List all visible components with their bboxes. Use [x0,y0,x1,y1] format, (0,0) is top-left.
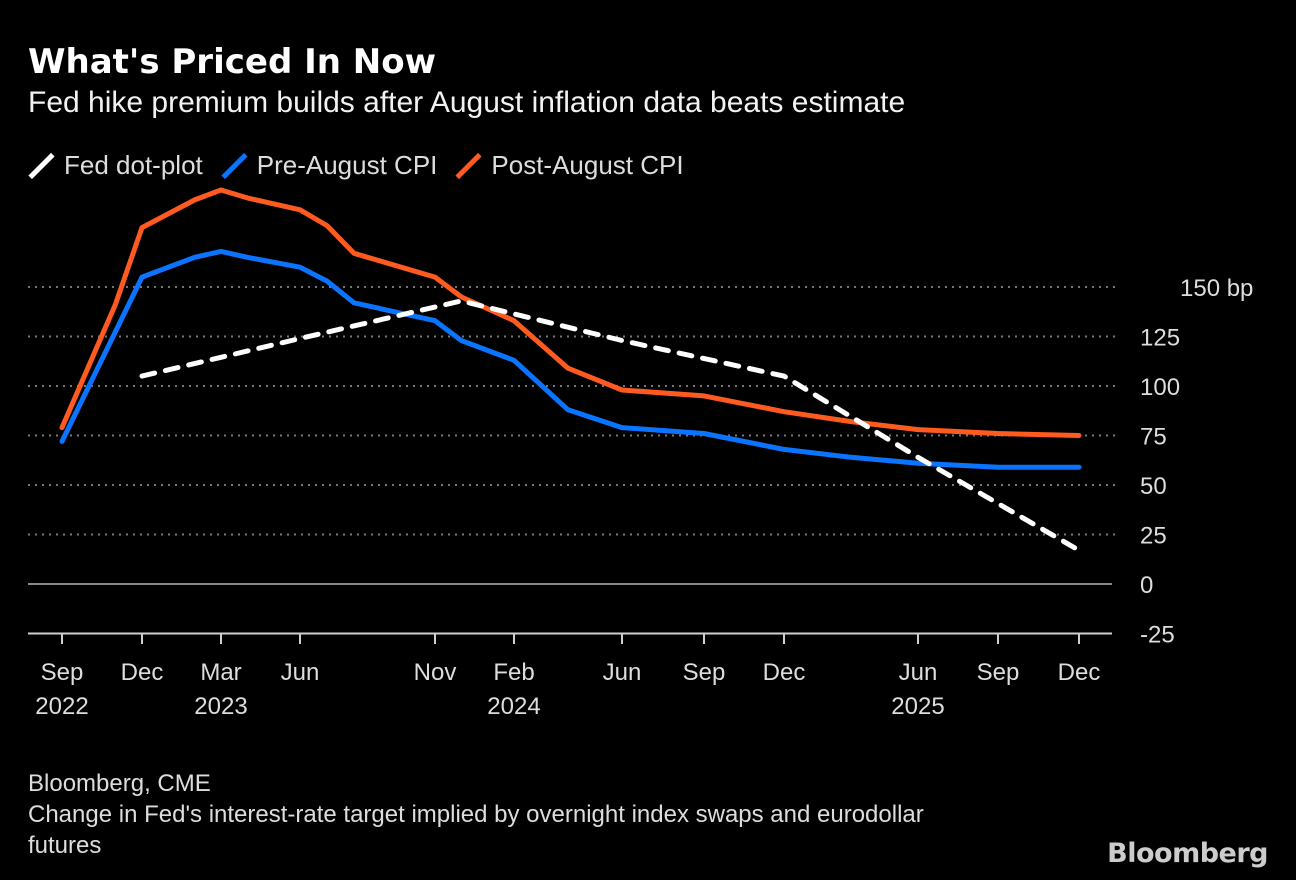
x-tick-label: Nov [414,659,457,686]
legend-label: Fed dot-plot [64,150,203,180]
chart-subtitle: Fed hike premium builds after August inf… [28,86,906,119]
x-tick-label: Dec [763,659,806,686]
x-tick-year-label: 2025 [891,693,944,720]
x-tick-label: Jun [603,659,642,686]
legend-item-post-august-cpi: Post-August CPI [455,150,683,181]
y-tick-label: 150 bp [1180,275,1253,302]
x-tick-label: Dec [121,659,164,686]
x-tick-label: Sep [41,659,84,686]
series-line-post-august-cpi [59,187,1082,438]
series-line-pre-august-cpi [59,248,1082,470]
x-tick-label: Sep [977,659,1020,686]
y-tick-label: -25 [1140,622,1175,649]
x-tick-label: Dec [1058,659,1101,686]
x-tick-label: Sep [683,659,726,686]
source-note: Bloomberg, CME Change in Fed's interest-… [28,768,968,861]
series-line-fed-dot-plot [139,298,1082,553]
x-tick-label: Feb [493,659,534,686]
chart-title: What's Priced In Now [28,42,437,82]
y-tick-label: 100 [1140,374,1180,401]
y-tick-label: 125 [1140,325,1180,352]
legend-item-pre-august-cpi: Pre-August CPI [221,150,438,181]
x-tick-year-label: 2022 [35,693,88,720]
x-tick-year-label: 2023 [194,693,247,720]
x-tick-label: Mar [200,659,241,686]
legend-label: Pre-August CPI [256,150,438,180]
x-tick-label: Jun [899,659,938,686]
y-tick-label: 25 [1140,523,1167,550]
legend-label: Post-August CPI [491,150,684,180]
y-tick-label: 50 [1140,473,1167,500]
legend: Fed dot-plot Pre-August CPI Post-August … [28,150,684,181]
y-tick-label: 0 [1140,572,1153,599]
y-tick-label: 75 [1140,424,1167,451]
x-tick-year-label: 2024 [487,693,540,720]
footnote-text: Change in Fed's interest-rate target imp… [28,801,924,859]
x-tick-label: Jun [281,659,320,686]
bloomberg-logo: Bloomberg [1107,838,1268,869]
source-text: Bloomberg, CME [28,770,211,797]
legend-item-fed-dot-plot: Fed dot-plot [28,150,203,181]
